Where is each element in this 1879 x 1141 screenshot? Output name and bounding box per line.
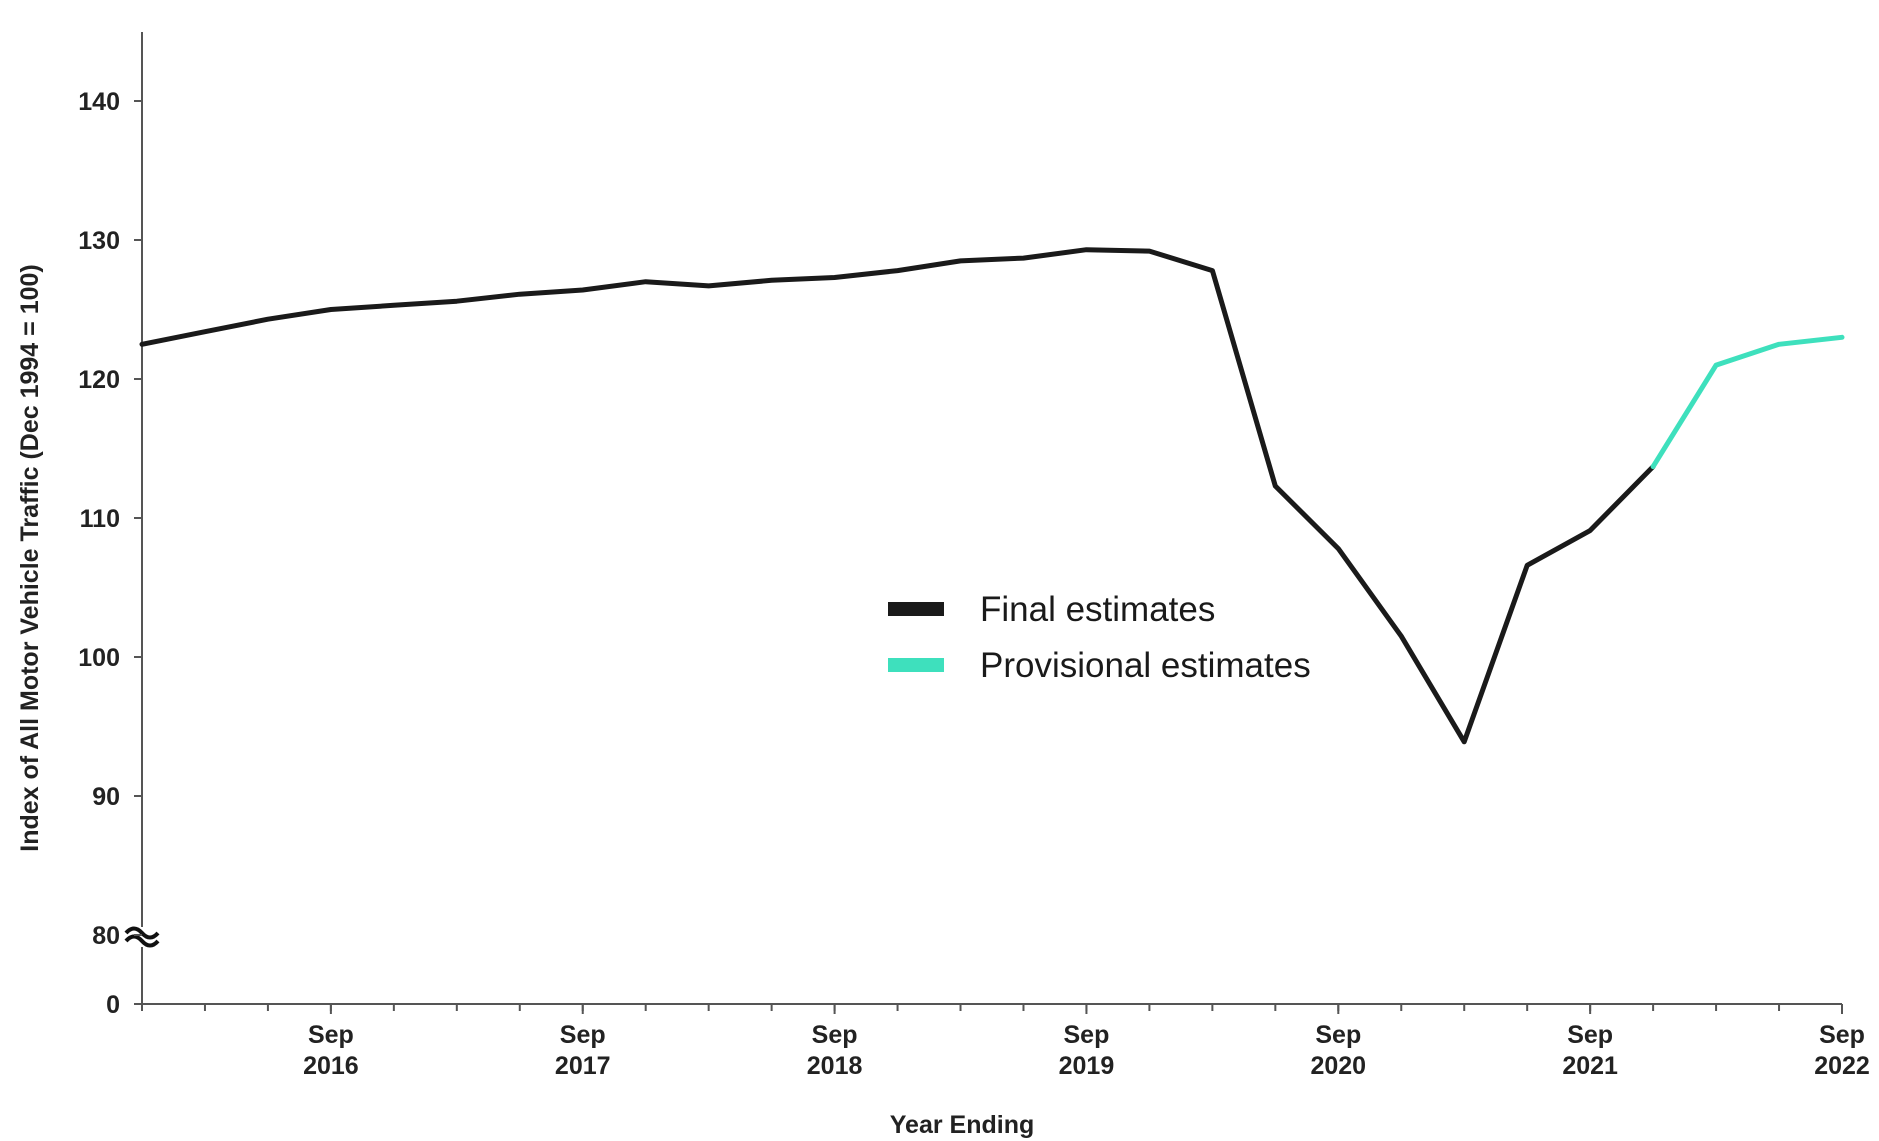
x-axis-title: Year Ending (890, 1111, 1034, 1139)
y-tick-label: 130 (78, 227, 120, 255)
y-tick-label: 100 (78, 644, 120, 672)
legend: Final estimates Provisional estimates (888, 590, 1311, 685)
y-axis-title: Index of All Motor Vehicle Traffic (Dec … (16, 264, 44, 851)
break-mask (124, 927, 160, 947)
y-tick-label: 90 (92, 783, 120, 811)
x-tick-label-year: 2016 (303, 1052, 359, 1080)
y-tick-label: 80 (92, 922, 120, 950)
x-tick-label-year: 2021 (1562, 1052, 1618, 1080)
y-tick-label: 120 (78, 366, 120, 394)
break-mark-upper (124, 926, 160, 940)
y-tick-label: 0 (106, 991, 120, 1019)
ticks: 0 80 90 100 110 120 130 140 Sep 2016 Sep 2017 Sep 201… (78, 88, 1870, 1080)
break-mark-lower (124, 934, 160, 948)
y-tick-label: 140 (78, 88, 120, 116)
x-tick-label-month: Sep (1064, 1021, 1110, 1049)
series-line-final-estimates (139, 247, 1656, 745)
y-tick-label: 110 (80, 505, 120, 533)
series-layer (139, 247, 1845, 745)
x-tick-label-year: 2022 (1814, 1052, 1870, 1080)
x-tick-label-month: Sep (1567, 1021, 1613, 1049)
legend-label-provisional: Provisional estimates (980, 646, 1311, 685)
x-tick-label-year: 2018 (807, 1052, 863, 1080)
series-line-provisional-estimates (1650, 334, 1845, 470)
x-tick-label-month: Sep (812, 1021, 858, 1049)
axes (124, 32, 1842, 1005)
x-tick-label-year: 2017 (555, 1052, 611, 1080)
x-tick-label-month: Sep (1819, 1021, 1865, 1049)
legend-label-final: Final estimates (980, 590, 1215, 629)
x-tick-label-month: Sep (560, 1021, 606, 1049)
x-tick-label-year: 2020 (1310, 1052, 1366, 1080)
x-tick-label-month: Sep (1315, 1021, 1361, 1049)
y-axis-break (124, 926, 160, 948)
x-tick-label-month: Sep (308, 1021, 354, 1049)
x-tick-label-year: 2019 (1059, 1052, 1115, 1080)
